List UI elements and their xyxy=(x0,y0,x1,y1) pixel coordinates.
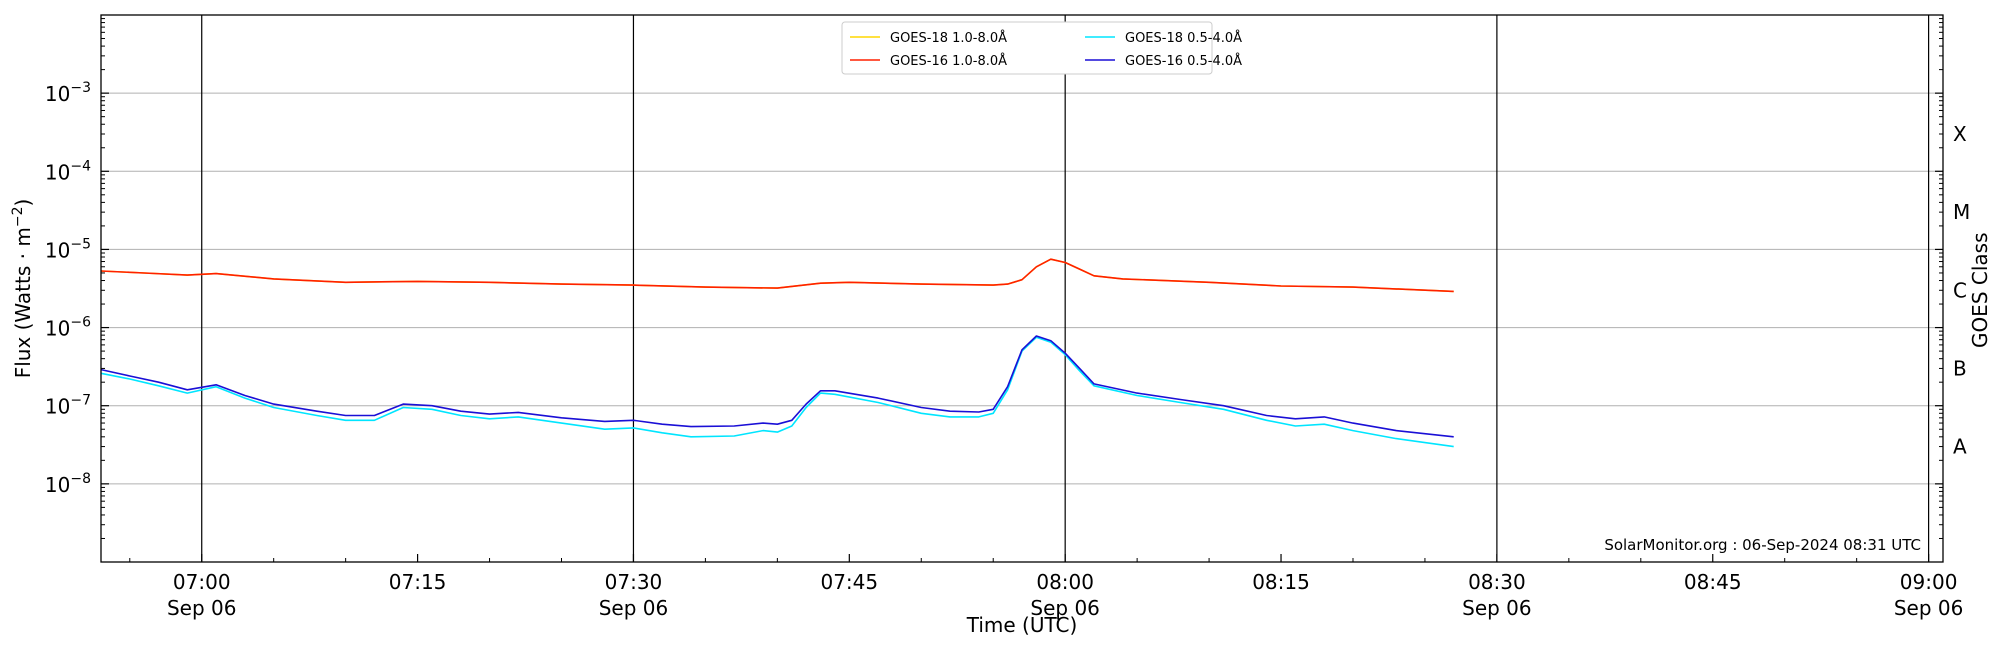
y-tick-base: 10 xyxy=(45,395,70,419)
y-tick-exponent: −3 xyxy=(70,80,91,96)
y-tick-base: 10 xyxy=(45,473,70,497)
y-axis-title-close: ) xyxy=(11,199,35,207)
tick-layer xyxy=(101,18,1943,562)
x-tick-label: 07:15 xyxy=(389,570,447,594)
legend-entry-label: GOES-16 1.0-8.0Å xyxy=(890,53,1007,69)
legend: GOES-18 1.0-8.0Å GOES-16 1.0-8.0Å GOES-18 … xyxy=(841,21,1242,75)
x-tick-label: 07:00 xyxy=(173,570,231,594)
y-tick-label: 10−8 xyxy=(45,471,91,497)
series-layer xyxy=(100,258,1454,448)
x-tick-label: 08:00 xyxy=(1036,570,1094,594)
y-tick-base: 10 xyxy=(45,317,70,341)
legend-entry-label: GOES-18 1.0-8.0Å xyxy=(890,30,1007,46)
y-tick-label: 10−5 xyxy=(45,236,91,262)
y-tick-label: 10−4 xyxy=(45,158,91,184)
y-tick-exponent: −4 xyxy=(70,158,91,174)
x-tick-label: 09:00 xyxy=(1900,570,1958,594)
y-tick-base: 10 xyxy=(45,238,70,262)
goes-class-label: M xyxy=(1953,200,1970,224)
x-tick-date-label: Sep 06 xyxy=(1894,596,1964,620)
x-tick-label: 08:45 xyxy=(1684,570,1742,594)
y-axis-title-main: Flux (Watts · m xyxy=(11,227,35,378)
y-tick-base: 10 xyxy=(45,160,70,184)
y-tick-exponent: −8 xyxy=(70,471,91,487)
y-axis-title-exponent: −2 xyxy=(10,207,26,228)
x-tick-date-label: Sep 06 xyxy=(599,596,669,620)
series-line xyxy=(100,336,1454,448)
series-line xyxy=(100,258,1454,293)
grid-layer xyxy=(101,92,1943,485)
credit-text: SolarMonitor.org : 06-Sep-2024 08:31 UTC xyxy=(1604,536,1921,554)
x-tick-date-label: Sep 06 xyxy=(1462,596,1532,620)
vertical-line-layer xyxy=(201,15,1930,562)
x-tick-date-label: Sep 06 xyxy=(1030,596,1100,620)
x-tick-label: 08:30 xyxy=(1468,570,1526,594)
goes-class-label: X xyxy=(1953,122,1967,146)
goes-class-label: A xyxy=(1953,435,1967,459)
x-tick-label: 07:45 xyxy=(820,570,878,594)
y-tick-exponent: −7 xyxy=(70,393,91,409)
goes-class-label: B xyxy=(1953,356,1967,380)
goes-class-axis-title: GOES Class xyxy=(1968,233,1992,349)
goes-class-label: C xyxy=(1953,278,1967,302)
x-axis-title: Time (UTC) xyxy=(966,613,1078,637)
legend-entry-label: GOES-18 0.5-4.0Å xyxy=(1125,30,1242,46)
plot-frame xyxy=(100,14,1944,563)
y-axis-title: Flux (Watts · m−2) xyxy=(10,199,35,379)
y-tick-label: 10−3 xyxy=(45,80,91,106)
y-tick-label: 10−6 xyxy=(45,315,91,341)
y-tick-exponent: −6 xyxy=(70,315,91,331)
x-tick-label: 07:30 xyxy=(605,570,663,594)
y-tick-label: 10−7 xyxy=(45,393,91,419)
legend-entry-label: GOES-16 0.5-4.0Å xyxy=(1125,53,1242,69)
y-tick-base: 10 xyxy=(45,82,70,106)
x-tick-label: 08:15 xyxy=(1252,570,1310,594)
x-tick-date-label: Sep 06 xyxy=(167,596,237,620)
series-line xyxy=(100,335,1454,438)
legend-box xyxy=(841,21,1213,75)
y-tick-exponent: −5 xyxy=(70,236,91,252)
series-line xyxy=(100,258,1454,293)
